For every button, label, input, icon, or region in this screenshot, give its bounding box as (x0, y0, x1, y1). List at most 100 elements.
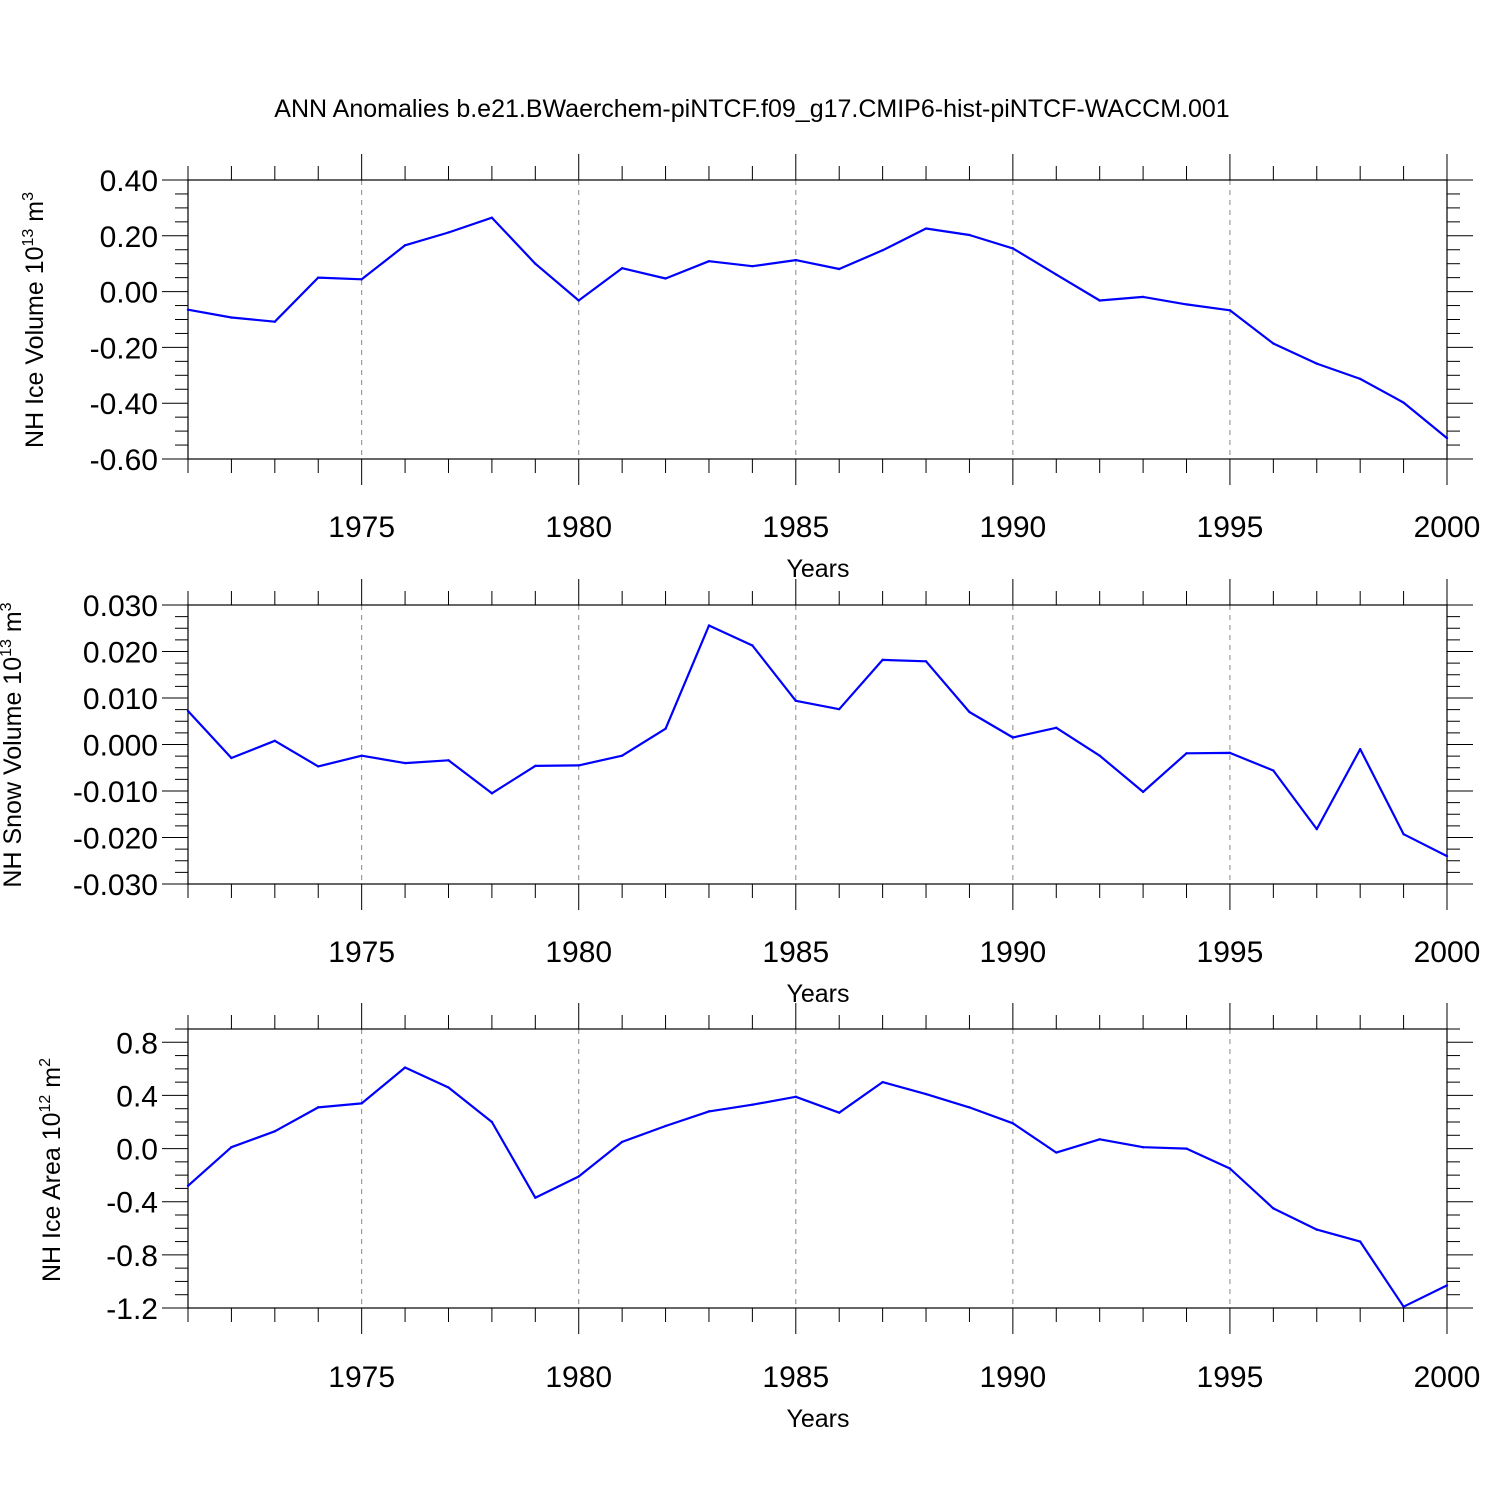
data-point (751, 644, 754, 647)
data-point (1055, 273, 1058, 276)
data-point (1445, 854, 1449, 858)
data-point (577, 299, 580, 302)
x-tick-label: 1990 (979, 511, 1046, 544)
data-point (751, 265, 754, 268)
data-point (230, 316, 233, 319)
data-point (620, 1140, 624, 1144)
y-tick-label: 0.000 (83, 730, 158, 763)
data-point (186, 1184, 190, 1187)
y-tick-label: -0.030 (73, 869, 158, 902)
data-point (1141, 1146, 1145, 1149)
x-tick-label: 1985 (762, 511, 829, 544)
panel-ice-volume: Years NH Ice Volume 1013 m3 1975 1980 1985… (20, 154, 1480, 583)
data-point (794, 699, 797, 702)
x-tick-label: 1990 (979, 936, 1046, 969)
data-point (924, 227, 928, 230)
data-point (1185, 752, 1188, 755)
data-point (1272, 769, 1275, 772)
data-point (924, 1092, 928, 1096)
series-line-ice-volume (187, 216, 1448, 439)
data-point (1228, 1167, 1232, 1170)
plot-frame (187, 604, 1448, 885)
data-point (273, 1130, 277, 1133)
x-tick-label: 2000 (1414, 1361, 1481, 1394)
data-point (230, 756, 233, 760)
data-point (707, 1110, 711, 1113)
y-tick-label: 0.4 (116, 1080, 158, 1113)
data-point (794, 258, 797, 262)
data-point (1141, 295, 1145, 299)
data-point (664, 277, 667, 280)
data-point (664, 1124, 667, 1128)
data-point (1272, 342, 1275, 345)
data-point (968, 233, 971, 237)
data-point (1098, 299, 1101, 302)
data-point (534, 1196, 537, 1199)
data-point (1228, 309, 1232, 312)
data-point (273, 320, 277, 323)
data-point (1098, 1138, 1101, 1141)
x-tick-label: 1990 (979, 1361, 1046, 1394)
y-axis-label: NH Snow Volume 1013 m3 (0, 602, 27, 887)
y-tick-label: 0.010 (83, 683, 158, 716)
data-point (794, 1095, 797, 1098)
y-tick-label: 0.00 (100, 277, 158, 310)
data-point (751, 1103, 754, 1106)
x-tick-label: 1995 (1197, 1361, 1264, 1394)
data-point (403, 761, 407, 765)
x-tick-label: 1995 (1197, 511, 1264, 544)
data-point (360, 278, 363, 281)
data-point (1011, 247, 1015, 250)
data-point (1141, 790, 1145, 794)
x-tick-label: 1980 (545, 936, 612, 969)
x-axis-label: Years (786, 980, 849, 1008)
y-tick-label: -0.8 (106, 1240, 158, 1273)
data-point (1445, 436, 1449, 440)
data-point (403, 244, 407, 247)
data-point (186, 709, 190, 713)
data-point (1098, 754, 1101, 757)
data-point (881, 1080, 884, 1084)
data-point (447, 231, 450, 234)
data-point (1402, 401, 1405, 404)
data-point (1402, 1305, 1405, 1308)
data-point (317, 1106, 320, 1109)
data-point (360, 754, 363, 757)
data-point (1055, 1151, 1058, 1154)
data-point (577, 1175, 580, 1178)
x-tick-label: 1985 (762, 936, 829, 969)
y-tick-label: -0.020 (73, 823, 158, 856)
y-tick-label: 0.40 (100, 165, 158, 198)
x-axis-label: Years (786, 1405, 849, 1433)
x-tick-label: 1975 (328, 936, 395, 969)
x-tick-label: 1985 (762, 1361, 829, 1394)
data-point (1011, 736, 1015, 739)
data-point (447, 759, 450, 762)
y-tick-label: -0.20 (90, 332, 158, 365)
x-tick-label: 1980 (545, 1361, 612, 1394)
data-point (1358, 747, 1362, 751)
chart-title: ANN Anomalies b.e21.BWaerchem-piNTCF.f09… (274, 95, 1229, 123)
data-point (968, 1106, 971, 1109)
data-point (273, 739, 277, 742)
data-point (707, 259, 711, 263)
y-tick-label: -0.010 (73, 776, 158, 809)
panel-snow-volume: Years NH Snow Volume 1013 m3 1975 1980 198… (0, 579, 1480, 1008)
data-point (1315, 827, 1318, 831)
data-point (360, 1102, 363, 1105)
data-point (534, 262, 537, 265)
y-tick-label: 0.020 (83, 637, 158, 670)
series-line-ice-area (187, 1066, 1448, 1308)
y-tick-label: -0.4 (106, 1187, 158, 1220)
data-point (1011, 1122, 1015, 1125)
x-tick-label: 1975 (328, 1361, 395, 1394)
data-point (577, 764, 580, 767)
data-point (838, 1111, 841, 1114)
data-point (838, 707, 841, 711)
data-point (1315, 1228, 1318, 1231)
y-tick-label: 0.0 (116, 1134, 158, 1167)
data-point (1055, 726, 1058, 729)
data-point (186, 308, 190, 311)
y-axis-label: NH Ice Area 1012 m2 (37, 1058, 66, 1282)
data-point (534, 764, 537, 768)
